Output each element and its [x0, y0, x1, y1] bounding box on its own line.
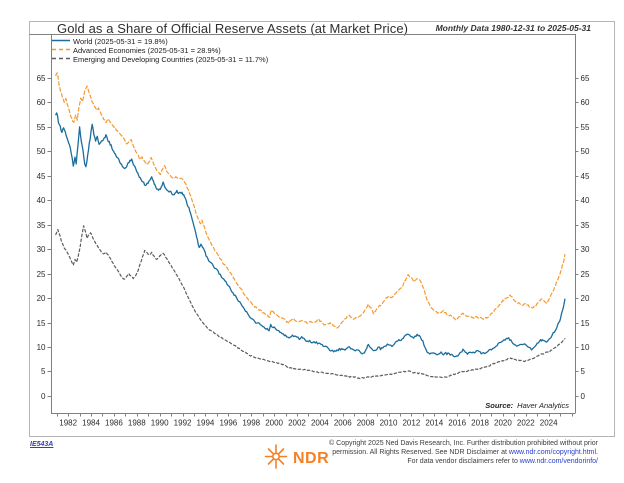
- x-axis-tick-label: 1998: [242, 419, 260, 428]
- page-title: Gold as a Share of Official Reserve Asse…: [57, 21, 409, 36]
- y-axis-tick-label-left: 50: [37, 147, 46, 156]
- y-axis-tick-label-left: 40: [37, 196, 46, 205]
- y-axis-tick-label-right: 35: [581, 221, 590, 230]
- y-axis-tick-label-right: 0: [581, 392, 586, 401]
- y-axis-tick-label-right: 40: [581, 196, 590, 205]
- x-axis-tick-label: 2024: [540, 419, 558, 428]
- source-label: Source:: [485, 401, 514, 410]
- y-axis-tick-label-right: 20: [581, 294, 590, 303]
- y-axis-tick-label-right: 65: [581, 74, 590, 83]
- x-axis-tick-label: 1990: [151, 419, 169, 428]
- emerging-and-developing-countries-series-line: [55, 225, 566, 380]
- x-axis-tick-label: 2020: [494, 419, 512, 428]
- y-axis-tick-label-left: 20: [37, 294, 46, 303]
- y-axis-tick-label-right: 15: [581, 319, 590, 328]
- y-axis-tick-label-left: 25: [37, 270, 46, 279]
- x-axis-tick-label: 2002: [288, 419, 306, 428]
- legend-item-emerging-countries: Emerging and Developing Countries (2025-…: [73, 54, 269, 64]
- y-axis-tick-label-right: 55: [581, 123, 590, 132]
- compass-rose-icon: [263, 443, 289, 475]
- y-axis-tick-label-right: 45: [581, 172, 590, 181]
- period-label: Monthly Data 1980-12-31 to 2025-05-31: [435, 23, 591, 33]
- x-axis-tick-label: 1982: [59, 419, 77, 428]
- y-axis-tick-label-right: 60: [581, 98, 590, 107]
- advanced-economies-series-line: [55, 72, 566, 329]
- x-axis-tick-label: 1988: [128, 419, 146, 428]
- world-series-line: [55, 112, 566, 358]
- y-axis-tick-label-left: 45: [37, 172, 46, 181]
- copyright-line-3: For data vendor disclaimers refer to www…: [407, 457, 598, 465]
- x-axis-tick-label: 2016: [448, 419, 466, 428]
- x-axis-tick-label: 2008: [357, 419, 375, 428]
- plot-frame: [29, 34, 576, 414]
- x-axis-tick-label: 2014: [425, 419, 443, 428]
- x-axis-tick-label: 1992: [174, 419, 192, 428]
- y-axis-tick-label-right: 30: [581, 245, 590, 254]
- legend-item-world: World (2025-05-31 = 19.8%): [73, 36, 168, 46]
- y-axis-tick-label-right: 10: [581, 343, 590, 352]
- x-axis-tick-label: 1996: [219, 419, 237, 428]
- y-axis-tick-label-left: 55: [37, 123, 46, 132]
- y-axis-tick-label-left: 65: [37, 74, 46, 83]
- x-axis-tick-label: 1986: [105, 419, 123, 428]
- x-axis-tick-label: 2000: [265, 419, 283, 428]
- y-axis-tick-label-left: 30: [37, 245, 46, 254]
- y-axis-tick-label-left: 5: [41, 367, 46, 376]
- x-axis-tick-label: 1984: [82, 419, 100, 428]
- x-axis-tick-label: 1994: [197, 419, 215, 428]
- source-value: Haver Analytics: [517, 401, 569, 410]
- y-axis-tick-label-left: 0: [41, 392, 46, 401]
- x-axis-tick-label: 2022: [517, 419, 535, 428]
- vendorinfo-link[interactable]: www.ndr.com/vendorinfo/: [519, 457, 598, 465]
- ndr-logo-text: NDR: [293, 450, 330, 467]
- copyright-link[interactable]: www.ndr.com/copyright.html: [508, 448, 597, 456]
- copyright-line-1: © Copyright 2025 Ned Davis Research, Inc…: [329, 440, 598, 447]
- x-axis-tick-label: 2012: [402, 419, 420, 428]
- x-axis-tick-label: 2018: [471, 419, 489, 428]
- x-axis-tick-label: 2004: [311, 419, 329, 428]
- y-axis-tick-label-left: 60: [37, 98, 46, 107]
- y-axis-tick-label-left: 35: [37, 221, 46, 230]
- y-axis-tick-label-left: 15: [37, 319, 46, 328]
- chart-code-link[interactable]: IE543A: [30, 441, 54, 448]
- ndr-logo: NDR: [263, 443, 329, 475]
- legend-item-advanced-economies: Advanced Economies (2025-05-31 = 28.9%): [73, 45, 221, 55]
- y-axis-tick-label-left: 10: [37, 343, 46, 352]
- copyright-line-2: permission. All Rights Reserved. See NDR…: [332, 448, 598, 456]
- y-axis-tick-label-right: 5: [581, 367, 586, 376]
- x-axis-tick-label: 2006: [334, 419, 352, 428]
- copyright-notice: © Copyright 2025 Ned Davis Research, Inc…: [258, 440, 598, 467]
- page-border: [29, 21, 615, 437]
- source-note: Source: Haver Analytics: [485, 401, 569, 410]
- x-axis-tick-label: 2010: [380, 419, 398, 428]
- y-axis-tick-label-right: 50: [581, 147, 590, 156]
- y-axis-tick-label-right: 25: [581, 270, 590, 279]
